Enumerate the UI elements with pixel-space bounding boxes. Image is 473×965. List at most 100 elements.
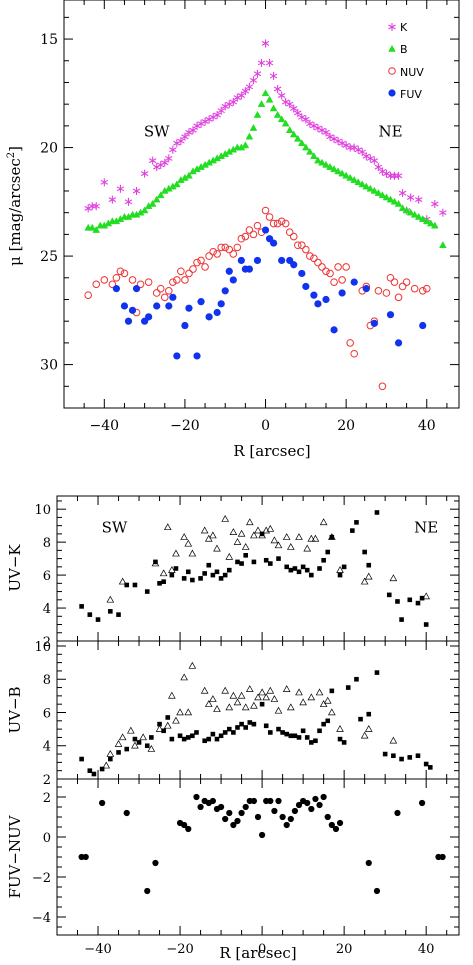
point-fuv bbox=[120, 302, 129, 310]
point-nuv bbox=[112, 273, 121, 282]
uvb-point bbox=[124, 746, 130, 752]
point-fuv bbox=[128, 306, 137, 314]
uvb-point bbox=[131, 741, 139, 749]
point-nuv bbox=[261, 206, 270, 215]
uvk-point bbox=[132, 582, 138, 588]
fuvnuv-point bbox=[242, 803, 249, 811]
uvb-point bbox=[226, 726, 232, 732]
uvk-point bbox=[395, 599, 400, 604]
uvb-point bbox=[127, 726, 135, 734]
point-b bbox=[358, 180, 367, 188]
fuvnuv-point bbox=[226, 809, 233, 817]
point-nuv bbox=[209, 247, 217, 256]
uvb-point bbox=[221, 686, 230, 694]
uvb-point bbox=[247, 720, 253, 725]
point-nuv bbox=[318, 263, 326, 271]
point-nuv bbox=[213, 250, 221, 258]
fuvnuv-point bbox=[217, 803, 225, 811]
point-nuv bbox=[92, 280, 101, 289]
fuvnuv-point bbox=[275, 797, 282, 805]
uvk-point bbox=[118, 577, 127, 585]
point-nuv bbox=[181, 276, 189, 284]
uvb-point bbox=[364, 725, 373, 732]
point-fuv bbox=[165, 302, 173, 310]
point-k bbox=[140, 169, 149, 178]
point-nuv bbox=[245, 226, 254, 234]
point-fuv bbox=[221, 287, 229, 295]
top-y-axis-label: μ [mag/arcsec2] bbox=[6, 146, 24, 266]
uvb-point bbox=[259, 701, 265, 707]
uvb-point bbox=[329, 688, 335, 694]
uvk-point bbox=[239, 561, 244, 566]
uvb-point bbox=[233, 698, 242, 706]
uvb-point bbox=[423, 761, 429, 767]
legend-item-b: B bbox=[388, 43, 408, 56]
point-nuv bbox=[306, 252, 314, 260]
uvk-point bbox=[237, 529, 246, 537]
uvk-point bbox=[295, 533, 303, 540]
uvb-point bbox=[415, 753, 421, 759]
point-fuv bbox=[229, 276, 237, 284]
point-nuv bbox=[197, 256, 205, 265]
point-nuv bbox=[152, 289, 161, 297]
x-tick-label: 20 bbox=[336, 942, 353, 957]
point-fuv bbox=[269, 239, 278, 247]
point-k bbox=[257, 58, 266, 67]
point-k bbox=[132, 186, 141, 195]
point-fuv bbox=[370, 319, 378, 327]
legend-marker-nuv bbox=[388, 67, 396, 75]
point-k bbox=[108, 195, 117, 204]
uvb-point bbox=[266, 686, 275, 694]
uvk-point bbox=[225, 552, 234, 560]
uvk-point bbox=[106, 595, 115, 603]
point-fuv bbox=[185, 304, 193, 312]
uvb-point bbox=[389, 736, 398, 744]
uvk-point bbox=[190, 577, 195, 583]
point-fuv bbox=[193, 352, 201, 360]
fuvnuv-point bbox=[197, 803, 204, 811]
uvk-point bbox=[188, 549, 197, 557]
uvb-point bbox=[200, 686, 209, 694]
point-b bbox=[342, 171, 350, 179]
point-k bbox=[358, 147, 367, 156]
uvk-point bbox=[328, 533, 336, 540]
point-fuv bbox=[124, 317, 133, 325]
point-k bbox=[273, 84, 282, 93]
uvk-point bbox=[222, 572, 228, 578]
point-fuv bbox=[245, 265, 254, 273]
point-fuv bbox=[217, 300, 225, 308]
uvb-point bbox=[79, 756, 84, 762]
uvk-point bbox=[221, 514, 230, 522]
uvb-point bbox=[136, 740, 142, 745]
legend-marker-fuv bbox=[388, 89, 396, 97]
uvb-point bbox=[282, 685, 291, 692]
point-b bbox=[334, 167, 342, 175]
point-b bbox=[362, 182, 371, 190]
point-nuv bbox=[394, 293, 403, 302]
uvb-point bbox=[108, 756, 113, 762]
point-b bbox=[281, 119, 290, 127]
fuvnuv-point bbox=[99, 799, 106, 807]
fuvnuv-point bbox=[234, 817, 241, 825]
legend-label-nuv: NUV bbox=[400, 66, 424, 79]
fuvnuv-point bbox=[328, 821, 335, 829]
uvk-point bbox=[350, 528, 355, 533]
uvb-point bbox=[315, 688, 324, 696]
point-fuv bbox=[213, 308, 221, 317]
point-b bbox=[338, 169, 346, 177]
uvb-point bbox=[165, 715, 171, 720]
x-tick-label: 0 bbox=[258, 942, 266, 957]
point-nuv bbox=[136, 280, 145, 289]
uvb-panel-frame bbox=[56, 640, 460, 780]
uvk-point bbox=[181, 576, 187, 581]
point-k bbox=[217, 106, 225, 115]
point-nuv bbox=[281, 219, 290, 228]
x-tick-label: 40 bbox=[418, 418, 436, 434]
fuvnuv-point bbox=[152, 859, 159, 867]
uvk-point bbox=[233, 538, 242, 545]
uvb-point bbox=[241, 703, 250, 711]
uvb-point bbox=[180, 673, 188, 681]
point-b bbox=[350, 176, 359, 183]
uvb-point bbox=[263, 723, 269, 729]
point-nuv bbox=[269, 219, 278, 228]
